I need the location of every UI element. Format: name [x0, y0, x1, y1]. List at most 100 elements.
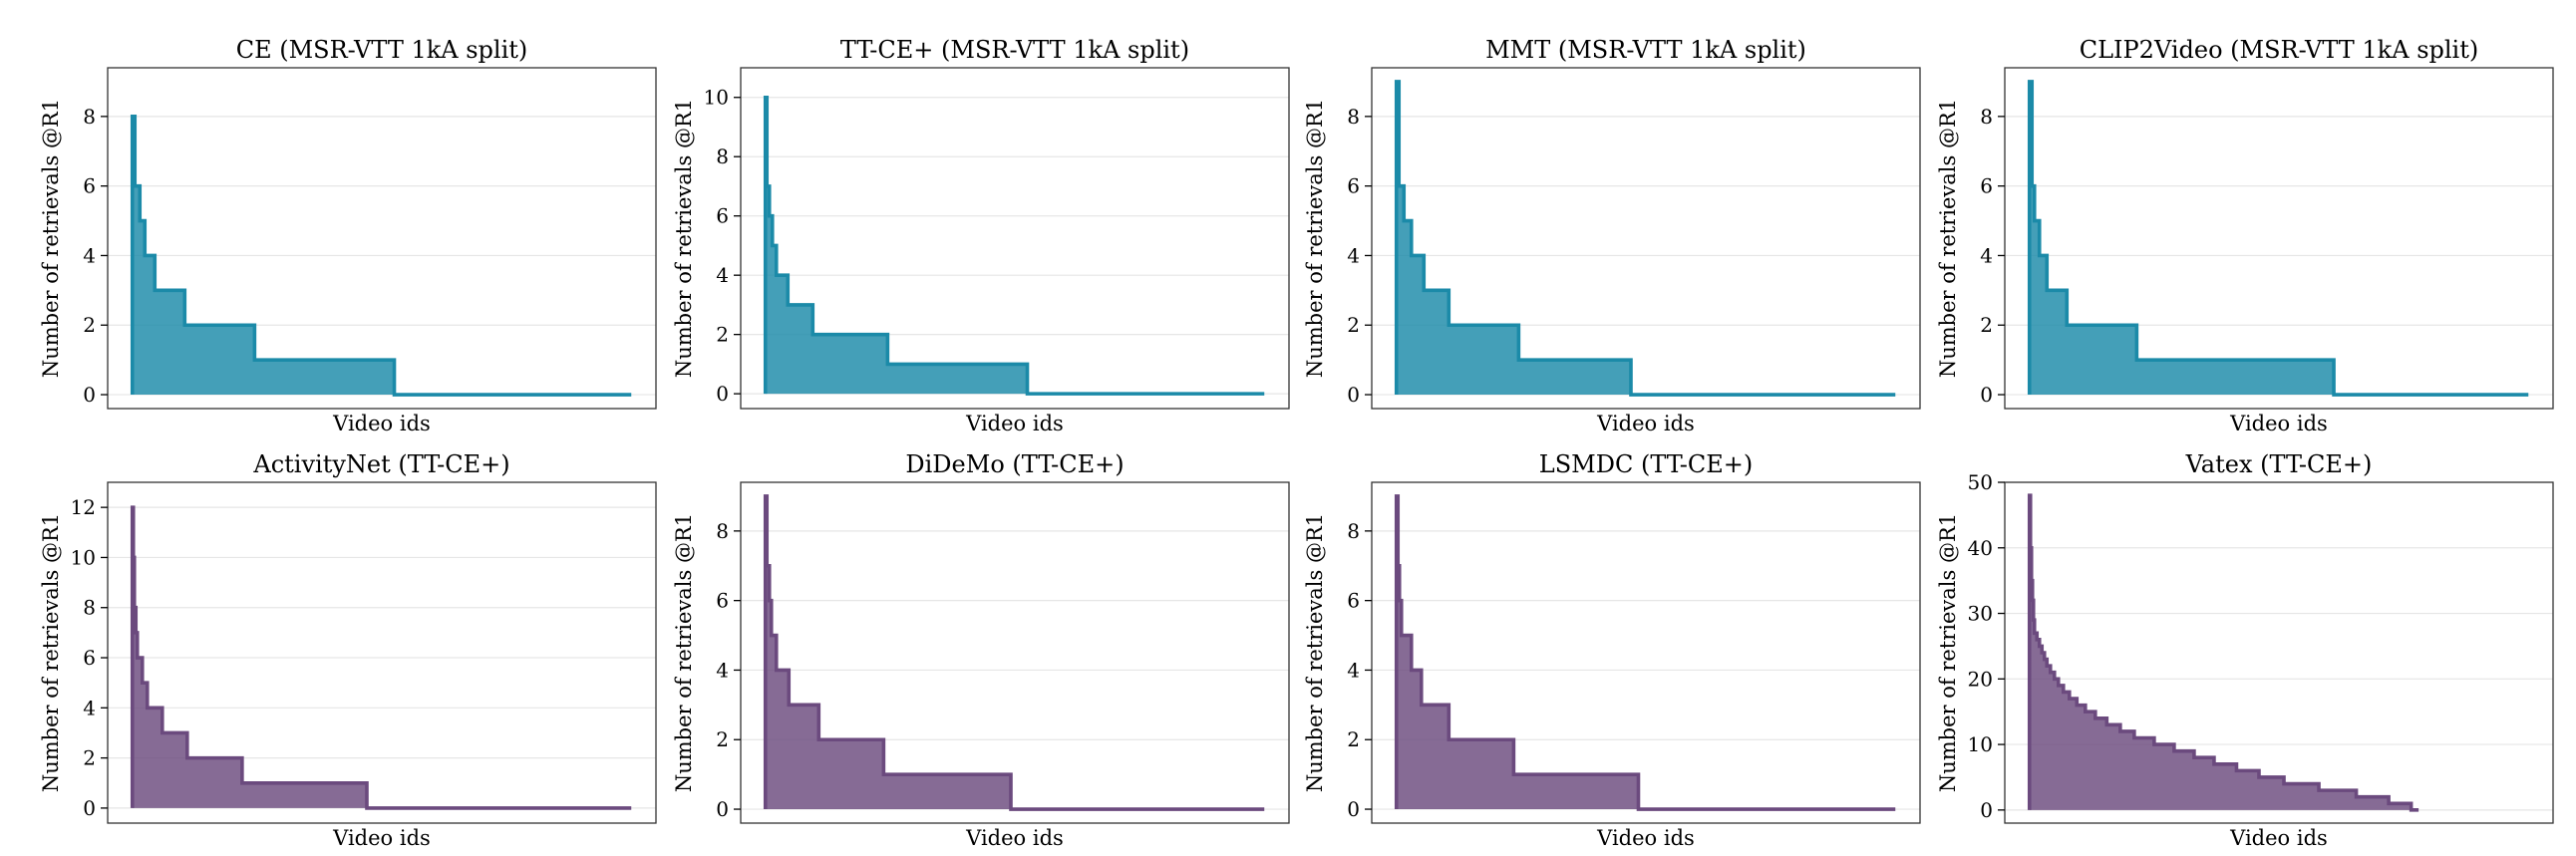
- chart-title: MMT (MSR-VTT 1kA split): [1485, 36, 1806, 64]
- chart-title: ActivityNet (TT-CE+): [252, 450, 509, 478]
- step-line: [130, 115, 632, 397]
- y-tick-label: 4: [1347, 658, 1360, 682]
- y-tick-label: 10: [704, 86, 729, 110]
- plot-frame: [2004, 481, 2554, 824]
- y-tick-label: 20: [1968, 667, 1993, 691]
- step-area: [1396, 81, 1896, 396]
- step-area: [2029, 81, 2529, 396]
- step-line: [2027, 80, 2529, 397]
- y-tick-label: 0: [83, 796, 96, 820]
- chart-title: Vatex (TT-CE+): [2185, 450, 2373, 478]
- chart-panel-8: 0 10 20 30 40 50 Vatex (TT-CE+) Video ids Number…: [1936, 450, 2554, 850]
- x-axis-label: Video ids: [1596, 412, 1695, 435]
- y-tick-label: 8: [1347, 105, 1360, 129]
- y-tick-label: 8: [716, 519, 729, 543]
- y-tick-label: 10: [71, 545, 96, 569]
- y-tick-label: 6: [716, 589, 729, 613]
- plot-frame: [107, 481, 657, 824]
- y-tick-label: 4: [716, 658, 729, 682]
- y-tick-label: 0: [83, 383, 96, 407]
- chart-panel-5: 0 2 4 6 8 10 12 ActivityNet (TT-CE+) Video ids Nu…: [39, 450, 657, 850]
- y-tick-label: 2: [1347, 727, 1360, 751]
- y-tick-label: 2: [716, 323, 729, 347]
- y-tick-label: 6: [83, 174, 96, 198]
- y-tick-label: 6: [716, 204, 729, 228]
- chart-title: LSMDC (TT-CE+): [1539, 450, 1753, 478]
- chart-title: TT-CE+ (MSR-VTT 1kA split): [840, 36, 1189, 64]
- step-area: [132, 116, 632, 396]
- y-tick-label: 6: [1347, 174, 1360, 198]
- y-tick-label: 6: [1347, 589, 1360, 613]
- y-tick-label: 50: [1968, 470, 1993, 494]
- y-tick-label: 6: [1980, 174, 1993, 198]
- chart-panel-4: 0 2 4 6 8 CLIP2Video (MSR-VTT 1kA split) Video…: [1936, 36, 2554, 435]
- chart-panel-2: 0 2 4 6 8 10 TT-CE+ (MSR-VTT 1kA split) Video i…: [672, 36, 1290, 435]
- step-area: [765, 97, 1265, 395]
- y-tick-label: 0: [716, 382, 729, 406]
- y-tick-label: 6: [83, 646, 96, 670]
- plot-frame: [2004, 67, 2554, 410]
- y-axis-label: Number of retrievals @R1: [1936, 513, 1960, 792]
- plot-frame: [1371, 481, 1921, 824]
- step-area: [1396, 495, 1896, 810]
- plot-frame: [107, 67, 657, 410]
- y-tick-label: 8: [83, 105, 96, 129]
- y-tick-label: 0: [1347, 383, 1360, 407]
- y-tick-label: 0: [1980, 798, 1993, 822]
- y-tick-label: 4: [83, 243, 96, 267]
- step-line: [130, 505, 632, 810]
- y-tick-label: 30: [1968, 602, 1993, 626]
- x-axis-label: Video ids: [332, 412, 431, 435]
- chart-title: CLIP2Video (MSR-VTT 1kA split): [2080, 36, 2478, 64]
- y-tick-label: 10: [1968, 732, 1993, 756]
- plot-frame: [740, 67, 1290, 410]
- y-tick-label: 4: [1347, 243, 1360, 267]
- y-axis-label: Number of retrievals @R1: [39, 99, 63, 378]
- y-tick-label: 4: [1980, 243, 1993, 267]
- y-axis-label: Number of retrievals @R1: [672, 513, 696, 792]
- step-line: [763, 494, 1265, 811]
- y-tick-label: 8: [1980, 105, 1993, 129]
- y-tick-label: 0: [1347, 797, 1360, 821]
- plot-frame: [740, 481, 1290, 824]
- y-tick-label: 40: [1968, 536, 1993, 560]
- y-tick-label: 8: [83, 596, 96, 620]
- y-tick-label: 2: [1980, 313, 1993, 337]
- chart-panel-6: 0 2 4 6 8 DiDeMo (TT-CE+) Video ids Number of r…: [672, 450, 1290, 850]
- x-axis-label: Video ids: [2229, 412, 2328, 435]
- y-axis-label: Number of retrievals @R1: [1303, 513, 1327, 792]
- y-tick-label: 2: [83, 313, 96, 337]
- y-tick-label: 2: [83, 746, 96, 770]
- y-axis-label: Number of retrievals @R1: [672, 99, 696, 378]
- step-line: [2027, 493, 2419, 812]
- step-area: [132, 507, 632, 808]
- y-tick-label: 2: [716, 727, 729, 751]
- y-axis-label: Number of retrievals @R1: [1936, 99, 1960, 378]
- y-tick-label: 4: [716, 263, 729, 287]
- step-area: [2029, 495, 2419, 810]
- chart-panel-1: 0 2 4 6 8 CE (MSR-VTT 1kA split) Video ids Numb…: [39, 36, 657, 435]
- x-axis-label: Video ids: [2229, 826, 2328, 850]
- plot-frame: [1371, 67, 1921, 410]
- y-axis-label: Number of retrievals @R1: [1303, 99, 1327, 378]
- x-axis-label: Video ids: [965, 412, 1064, 435]
- y-tick-label: 4: [83, 696, 96, 719]
- y-tick-label: 8: [716, 144, 729, 168]
- chart-title: CE (MSR-VTT 1kA split): [236, 36, 528, 64]
- y-tick-label: 2: [1347, 313, 1360, 337]
- step-line: [763, 95, 1265, 396]
- x-axis-label: Video ids: [332, 826, 431, 850]
- x-axis-label: Video ids: [1596, 826, 1695, 850]
- chart-panel-7: 0 2 4 6 8 LSMDC (TT-CE+) Video ids Number of re…: [1303, 450, 1921, 850]
- chart-panel-3: 0 2 4 6 8 MMT (MSR-VTT 1kA split) Video ids Num…: [1303, 36, 1921, 435]
- step-area: [765, 495, 1265, 810]
- y-tick-label: 0: [1980, 383, 1993, 407]
- x-axis-label: Video ids: [965, 826, 1064, 850]
- y-tick-label: 0: [716, 797, 729, 821]
- y-tick-label: 12: [71, 495, 96, 519]
- y-tick-label: 8: [1347, 519, 1360, 543]
- chart-title: DiDeMo (TT-CE+): [905, 450, 1124, 478]
- step-line: [1394, 494, 1896, 811]
- step-line: [1394, 80, 1896, 397]
